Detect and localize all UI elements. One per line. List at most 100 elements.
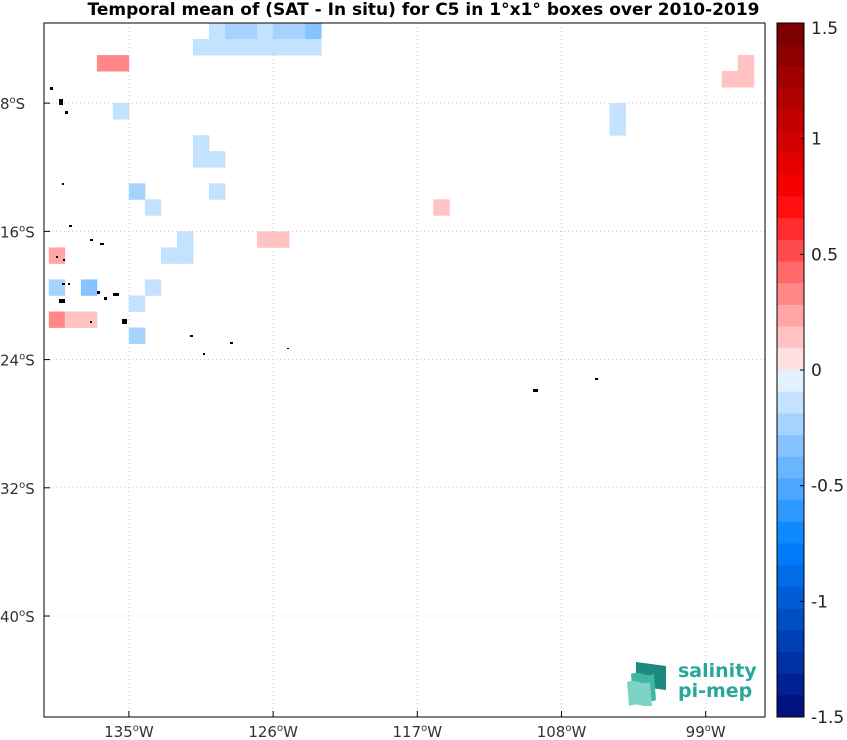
island-marker	[62, 283, 65, 285]
colorbar-segment	[777, 261, 804, 284]
colorbar-segment	[777, 153, 804, 176]
colorbar-segment	[777, 370, 804, 392]
heatmap-cell	[193, 135, 210, 152]
heatmap-cell	[193, 151, 210, 168]
heatmap-cell	[96, 55, 114, 72]
colorbar-segment	[777, 565, 804, 588]
heatmap-cell	[48, 311, 66, 328]
heatmap-cell	[609, 103, 626, 120]
island-marker	[59, 99, 63, 105]
colorbar-segment	[777, 131, 804, 154]
x-tick-label: 117oW	[393, 723, 443, 740]
heatmap-cell	[273, 39, 290, 56]
heatmap-cell	[48, 279, 66, 296]
colorbar-segment	[777, 413, 804, 436]
colorbar-segment	[777, 630, 804, 653]
island-marker	[90, 321, 92, 323]
colorbar-tick-label: 0.5	[811, 245, 838, 265]
heatmap-cell	[144, 279, 162, 296]
island-markers	[50, 87, 598, 392]
heatmap-cell	[161, 247, 178, 264]
heatmap-cell	[128, 327, 146, 344]
island-marker	[113, 293, 119, 296]
heatmap-cell	[177, 231, 194, 248]
heatmap-cell	[193, 39, 210, 56]
y-tick-label: 8oS	[0, 95, 25, 113]
logo-wave-icon	[627, 662, 666, 706]
colorbar-segment	[777, 109, 804, 132]
colorbar-segment	[777, 283, 804, 306]
colorbar-tick-label: -1.5	[811, 708, 844, 728]
heatmap-cell	[257, 23, 274, 40]
salinity-pi-mep-logo: salinity pi-mep	[626, 660, 757, 706]
colorbar-tick-label: 0	[811, 361, 822, 381]
colorbar-segment	[777, 478, 804, 501]
heatmap-cell	[177, 247, 194, 264]
heatmap-cell	[112, 103, 130, 120]
heatmap-cell	[721, 71, 739, 88]
colorbar-segment	[777, 673, 804, 696]
grid-lines	[44, 23, 765, 717]
colorbar-segment	[777, 651, 804, 674]
colorbar-segment	[777, 196, 804, 219]
colorbar-segment	[777, 44, 804, 67]
island-marker	[122, 319, 127, 324]
x-tick-label: 108oW	[537, 723, 587, 740]
island-marker	[90, 239, 93, 241]
heatmap-cell	[112, 55, 130, 72]
y-tick-label: 16oS	[0, 223, 35, 241]
colorbar-tick-label: 1.5	[811, 19, 838, 39]
colorbar-segment	[777, 348, 804, 371]
heatmap-cell	[273, 23, 290, 40]
x-tick-label: 126oW	[248, 723, 298, 740]
heatmap-cell	[80, 311, 98, 328]
island-marker	[59, 299, 65, 303]
colorbar	[776, 22, 805, 718]
island-marker	[230, 342, 233, 344]
island-marker	[62, 183, 64, 185]
island-marker	[63, 259, 65, 261]
heatmap-cell	[128, 183, 146, 200]
heatmap-cell	[609, 119, 626, 136]
colorbar-segment	[777, 88, 804, 111]
colorbar-segment	[777, 608, 804, 631]
heatmap-cell	[225, 23, 242, 40]
island-marker	[100, 243, 104, 245]
heatmap-cell	[305, 23, 322, 40]
heatmap-cell	[305, 39, 322, 56]
y-tick-label: 40oS	[0, 608, 35, 626]
heatmap-cell	[80, 279, 98, 296]
colorbar-segment	[777, 456, 804, 479]
heatmap-cell	[241, 39, 258, 56]
heatmap-cell	[273, 231, 290, 248]
heatmap-cell	[257, 39, 274, 56]
colorbar-segment	[777, 326, 804, 349]
colorbar-segment	[777, 174, 804, 197]
x-tick-label: 99oW	[686, 723, 726, 740]
heatmap-cell	[48, 247, 66, 264]
colorbar-segment	[777, 500, 804, 523]
colorbar-tick-label: -1	[811, 592, 828, 612]
x-tick-label: 135oW	[104, 723, 154, 740]
heatmap-cell	[144, 199, 162, 216]
heatmap-cells	[48, 23, 755, 344]
colorbar-tick-label: -0.5	[811, 477, 844, 497]
island-marker	[595, 378, 598, 380]
island-marker	[69, 225, 72, 227]
heatmap-cell	[737, 71, 755, 88]
logo-text-salinity: salinity	[678, 660, 757, 682]
colorbar-tick-labels: 1.5 1 0.5 0 -0.5 -1 -1.5	[800, 19, 844, 728]
heatmap-cell	[209, 23, 226, 40]
heatmap-cell	[433, 199, 450, 216]
colorbar-segment	[777, 543, 804, 566]
island-marker	[190, 335, 193, 337]
island-marker	[104, 297, 107, 300]
x-tick-labels: 135oW 126oW 117oW 108oW 99oW	[104, 723, 726, 740]
colorbar-segment	[777, 304, 804, 327]
colorbar-segment	[777, 586, 804, 609]
heatmap-cell	[209, 183, 226, 200]
colorbar-tick-label: 1	[811, 130, 822, 150]
colorbar-segment	[777, 435, 804, 458]
colorbar-segment	[777, 239, 804, 262]
heatmap-cell	[257, 231, 274, 248]
